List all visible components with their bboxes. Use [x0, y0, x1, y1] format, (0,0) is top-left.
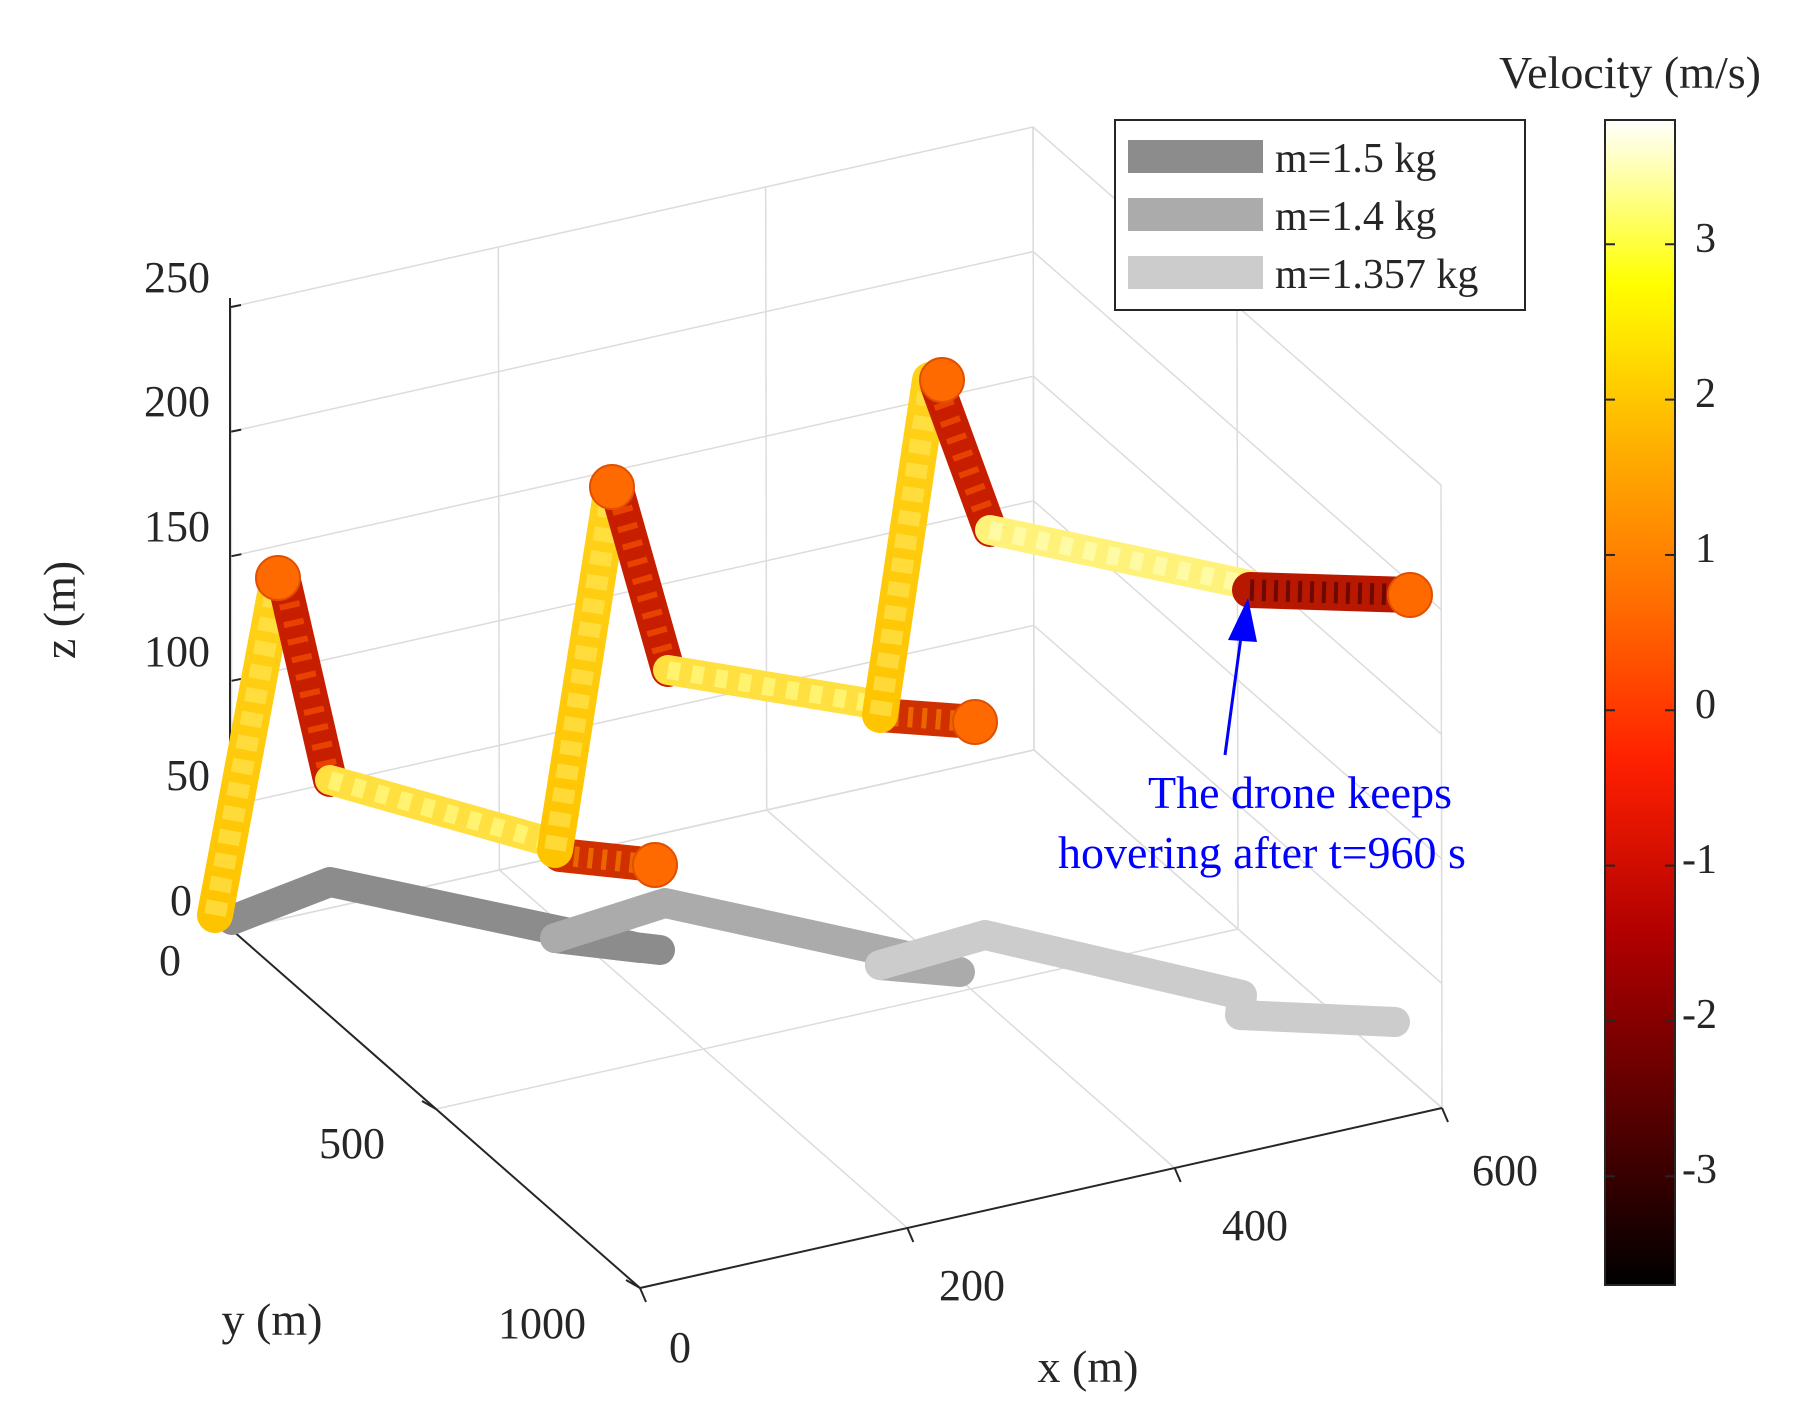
annotation-line-2: hovering after t=960 s	[1058, 827, 1466, 878]
y-tick	[625, 1279, 641, 1289]
grid-line	[230, 126, 1442, 486]
legend: m=1.5 kg m=1.4 kg m=1.357 kg	[1114, 119, 1526, 311]
colorbar-tick-label: -2	[1682, 992, 1717, 1038]
z-tick	[231, 428, 242, 433]
colorbar-tick-label: 2	[1695, 371, 1716, 417]
annotation-arrow-line	[1223, 621, 1245, 756]
trajectory-segment-texture-3	[327, 771, 563, 854]
hover-annotation: The drone keeps hovering after t=960 s	[1058, 598, 1466, 878]
trajectory-segment-2	[268, 568, 347, 797]
colorbar-tick-label: 1	[1695, 526, 1716, 572]
legend-swatch-2	[1128, 198, 1263, 231]
trajectory-segment-texture-4	[558, 844, 657, 876]
trajectory-segment-texture-2	[275, 582, 340, 783]
grid-line	[497, 246, 501, 871]
annotation-line-1: The drone keeps	[1148, 767, 1452, 818]
trajectory-segment-texture-11	[988, 521, 1252, 594]
y-tick-label: 1000	[498, 1299, 586, 1348]
y-axis-label: y (m)	[222, 1294, 323, 1345]
shadow-path-3	[865, 920, 1410, 1037]
axes-box-grid	[230, 126, 1443, 1289]
legend-swatch-3	[1128, 256, 1263, 289]
ground-shadows	[217, 867, 1410, 1037]
x-axis-line	[639, 1107, 1443, 1289]
x-tick-label: 200	[939, 1261, 1005, 1310]
x-axis-label: x (m)	[1038, 1341, 1139, 1392]
trajectory-node-6	[1387, 572, 1433, 618]
legend-swatch-1	[1128, 140, 1263, 173]
z-tick	[231, 553, 242, 558]
z-tick-label: 250	[144, 253, 210, 302]
grid-line	[1440, 484, 1443, 1109]
z-tick-label: 100	[144, 627, 210, 676]
colorbar-label: Velocity (m/s)	[1499, 47, 1761, 98]
x-tick-label: 400	[1222, 1201, 1288, 1250]
trajectory-node-1	[255, 555, 301, 601]
trajectory-node-4	[632, 842, 678, 888]
x-tick	[1173, 1167, 1182, 1183]
x-tick-label: 0	[669, 1323, 691, 1372]
trajectory-segment-texture-9	[869, 378, 941, 717]
trajectory-segment-texture-7	[666, 661, 882, 714]
trajectory-segment-texture-5	[544, 485, 623, 852]
colorbar-tick-label: -1	[1682, 837, 1717, 883]
trajectory-segment-texture-1	[204, 576, 289, 917]
trajectory-segment-texture-12	[1249, 579, 1411, 606]
y-tick	[421, 1100, 437, 1110]
colorbar-gradient	[1604, 119, 1676, 1286]
trajectory-segment-texture-10	[927, 381, 1000, 534]
x-tick	[906, 1227, 915, 1243]
trajectory-node-3	[919, 357, 965, 403]
colorbar-tick-label: -3	[1682, 1147, 1717, 1193]
grid-line	[764, 186, 768, 811]
y-tick-label: 0	[159, 936, 181, 985]
grid-line	[1032, 126, 1035, 751]
y-tick-label: 500	[319, 1119, 385, 1168]
z-tick	[230, 304, 242, 308]
colorbar-tick-label: 3	[1695, 216, 1716, 262]
z-tick-label: 150	[144, 502, 210, 551]
annotation-arrowhead	[1228, 598, 1257, 642]
colorbar-tick-label: 0	[1695, 682, 1716, 728]
z-tick	[231, 677, 242, 682]
x-tick	[1441, 1107, 1449, 1123]
z-axis-label: z (m)	[34, 561, 85, 659]
legend-label-3: m=1.357 kg	[1275, 252, 1478, 298]
z-tick-label: 200	[144, 377, 210, 426]
grid-line	[231, 375, 1442, 735]
trajectory	[197, 357, 1433, 933]
z-tick-label: 0	[170, 876, 192, 925]
grid-line	[1236, 305, 1239, 930]
z-tick-label: 50	[166, 751, 210, 800]
colorbar: Velocity (m/s) 3 2 1 0 -1 -2 -3	[1499, 47, 1761, 1286]
trajectory-node-5	[952, 699, 998, 745]
x-tick	[639, 1287, 647, 1303]
trajectory-node-2	[589, 464, 635, 510]
trajectory-segment-texture-6	[607, 487, 678, 673]
colorbar-ticks	[1605, 243, 1675, 1178]
legend-label-1: m=1.5 kg	[1275, 136, 1436, 182]
legend-label-2: m=1.4 kg	[1275, 194, 1436, 240]
x-tick-label: 600	[1472, 1146, 1538, 1195]
